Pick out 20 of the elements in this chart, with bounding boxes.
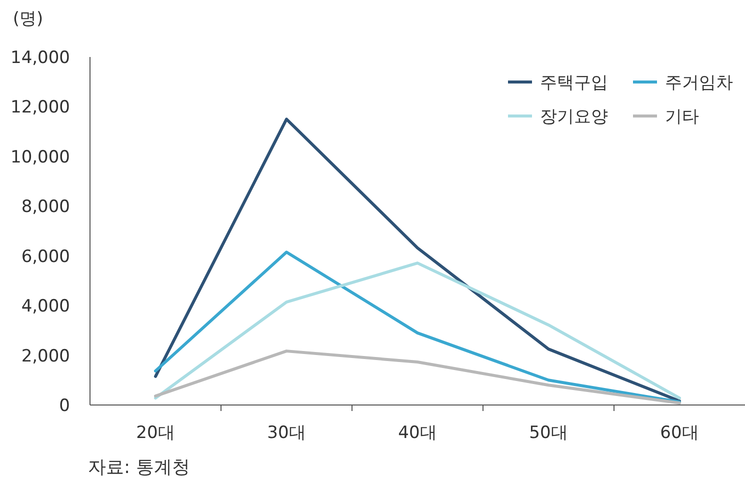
line-series (154, 350, 681, 405)
y-tick-label: 8,000 (21, 197, 70, 218)
legend-label: 주거임차 (665, 73, 733, 93)
legend-label: 기타 (665, 107, 699, 127)
y-tick-label: 14,000 (10, 48, 70, 68)
x-tick-label: 50대 (529, 423, 568, 443)
legend-label: 주택구입 (540, 73, 608, 93)
legend-label: 장기요양 (540, 107, 608, 127)
y-tick-label: 12,000 (10, 98, 70, 118)
y-axis-title: (명) (12, 9, 44, 29)
y-tick-label: 4,000 (21, 296, 70, 317)
text: 자료: 통계청 (88, 457, 190, 478)
x-tick-label: 30대 (267, 423, 306, 443)
y-tick-label: 0 (59, 396, 70, 416)
y-tick-label: 2,000 (21, 346, 70, 366)
y-tick-label: 10,000 (10, 147, 70, 168)
y-tick-label: 6,000 (21, 246, 70, 267)
x-tick-label: 60대 (660, 423, 699, 443)
x-tick-label: 40대 (398, 423, 437, 443)
x-tick-label: 20대 (136, 423, 175, 443)
